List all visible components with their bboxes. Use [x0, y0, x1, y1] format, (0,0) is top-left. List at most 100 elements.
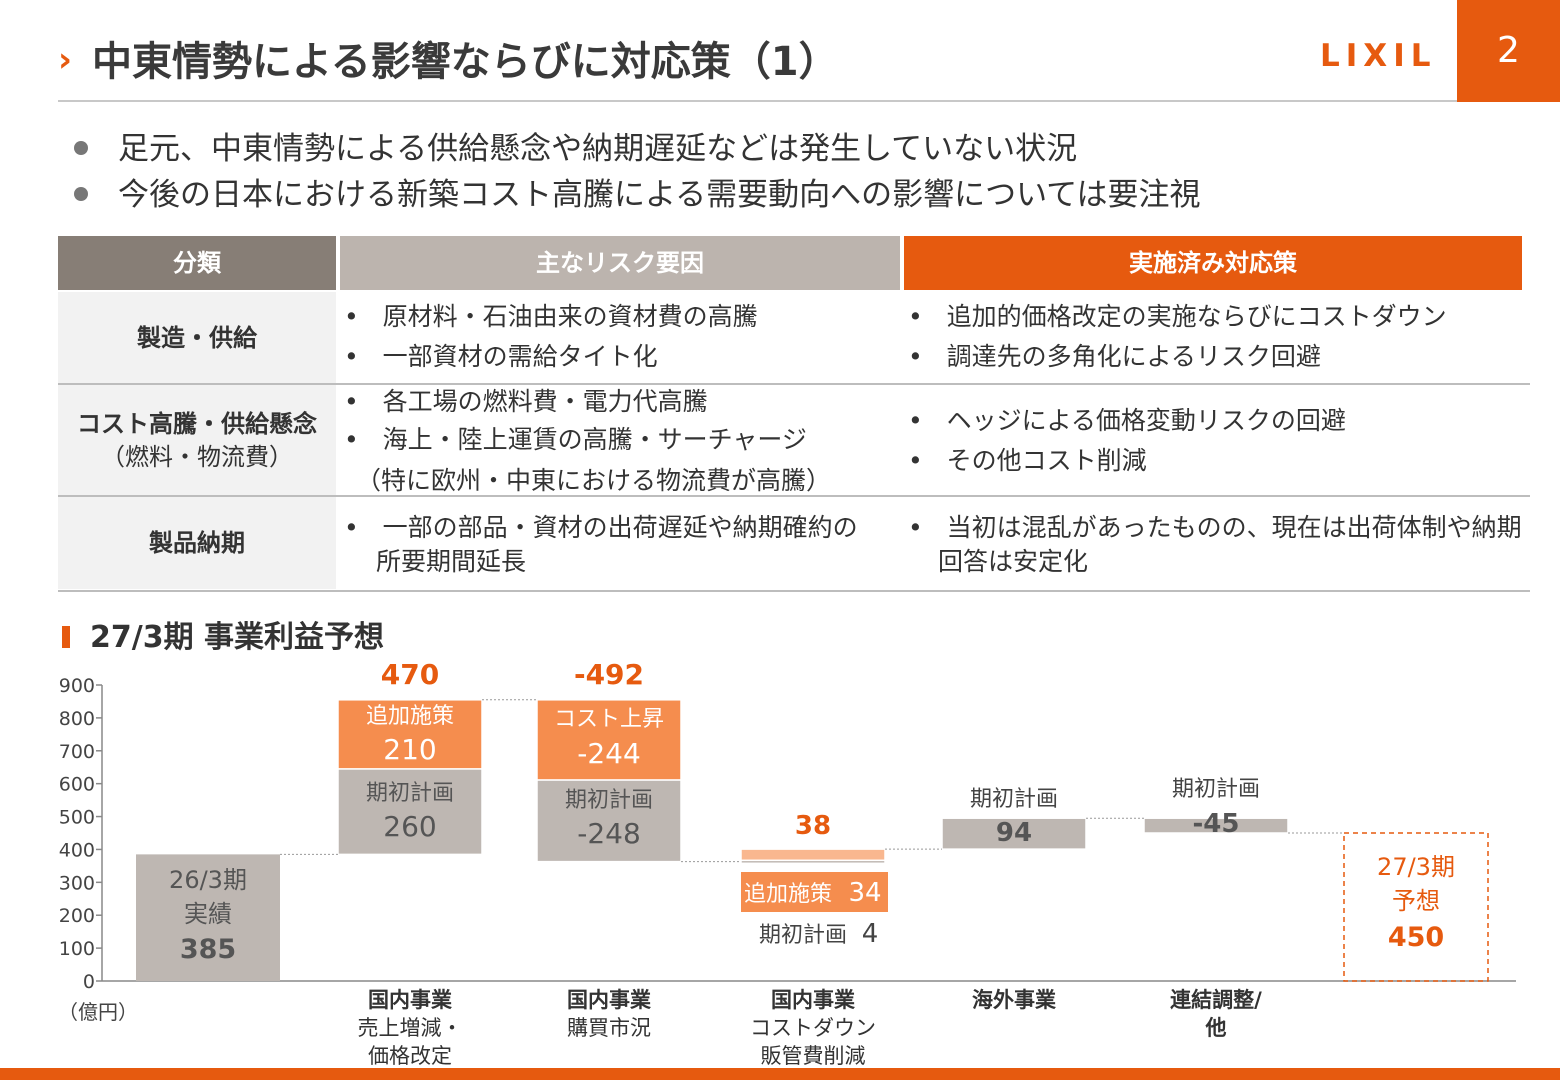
bar-start	[136, 854, 280, 981]
y-tick-label: 0	[83, 971, 95, 993]
bar-segment	[536, 699, 682, 781]
y-tick-label: 800	[59, 708, 95, 730]
x-category-sublabel: コストダウン	[750, 1016, 876, 1040]
company-logo: LIXIL	[1320, 38, 1437, 74]
bullet-dot-icon	[74, 140, 88, 155]
row-divider	[58, 383, 1530, 385]
row-divider	[58, 495, 1530, 497]
title-chevron-icon: ›	[58, 40, 73, 80]
risk-item: • 一部の部品・資材の出荷遅延や納期確約の	[344, 513, 858, 542]
y-tick-label: 200	[59, 905, 95, 927]
risk-text-cont: 所要期間延長	[376, 547, 527, 576]
section-marker	[62, 626, 70, 648]
measure-item: • ヘッジによる価格変動リスクの回避	[908, 406, 1346, 435]
measure-text: その他コスト削減	[946, 446, 1147, 475]
bar-segment	[337, 768, 483, 856]
risk-item: • 原材料・石油由来の資材費の高騰	[344, 302, 758, 331]
risk-text: 各工場の燃料費・電力代高騰	[382, 387, 708, 416]
table-row-category: コスト高騰・供給懸念 （燃料・物流費）	[58, 385, 336, 495]
table-row-category: 製品納期	[58, 497, 336, 589]
page-title: 中東情勢による影響ならびに対応策（1）	[92, 39, 839, 85]
bullet-dot-icon	[74, 186, 88, 201]
risk-text: 一部資材の需給タイト化	[382, 342, 658, 371]
measure-text-cont: 回答は安定化	[938, 547, 1089, 576]
y-tick-label: 300	[59, 872, 95, 894]
measure-text: 追加的価格改定の実施ならびにコストダウン	[946, 302, 1447, 331]
risk-text: 原材料・石油由来の資材費の高騰	[382, 302, 758, 331]
y-tick-label: 400	[59, 839, 95, 861]
segment-callout-box	[741, 872, 888, 912]
bar-total-label: 38	[795, 811, 831, 841]
y-tick-label: 700	[59, 741, 95, 763]
bar-start-label: 26/3期	[169, 866, 247, 894]
x-category-label: 国内事業	[567, 988, 652, 1012]
category-label: 製品納期	[149, 529, 245, 557]
bullet-text: 足元、中東情勢による供給懸念や納期遅延などは発生していない状況	[118, 131, 1078, 167]
y-tick-label: 900	[59, 675, 95, 697]
bullet-item: 今後の日本における新築コスト高騰による需要動向への影響については要注視	[74, 175, 1201, 215]
bar-end-label: 予想	[1392, 887, 1440, 915]
table-row-category: 製造・供給	[58, 292, 336, 383]
x-category-label: 国内事業	[368, 988, 453, 1012]
segment-value: 210	[383, 733, 436, 766]
risk-note: （特に欧州・中東における物流費が高騰）	[356, 466, 832, 495]
bar-segment	[337, 699, 483, 770]
measure-item: • 当初は混乱があったものの、現在は出荷体制や納期	[908, 513, 1522, 542]
measure-item: • 追加的価格改定の実施ならびにコストダウン	[908, 302, 1447, 331]
risk-text: 一部の部品・資材の出荷遅延や納期確約の	[382, 513, 858, 542]
y-tick-label: 100	[59, 938, 95, 960]
page-number-box	[1457, 0, 1560, 102]
segment-value: 260	[383, 810, 436, 843]
measure-text: 当初は混乱があったものの、現在は出荷体制や納期	[946, 513, 1522, 542]
segment-value: 4	[862, 919, 879, 949]
measure-text: ヘッジによる価格変動リスクの回避	[946, 406, 1346, 435]
segment-name: コスト上昇	[554, 707, 664, 732]
x-category-label: 他	[1205, 1016, 1227, 1040]
x-category-label: 連結調整/	[1170, 988, 1262, 1012]
bar-total-label: -45	[1193, 809, 1240, 839]
x-category-sublabel: 販管費削減	[761, 1044, 866, 1068]
x-category-label: 海外事業	[972, 988, 1057, 1012]
segment-name: 期初計画	[1172, 777, 1260, 802]
bar-end-label: 27/3期	[1377, 853, 1455, 881]
category-label: コスト高騰・供給懸念	[77, 410, 317, 438]
table-header-risks: 主なリスク要因	[340, 236, 900, 290]
x-category-sublabel: 購買市況	[567, 1016, 651, 1040]
bar-total-label: -492	[574, 658, 644, 691]
x-category-sublabel: 価格改定	[368, 1044, 452, 1068]
category-sublabel: （燃料・物流費）	[101, 443, 293, 471]
segment-value: -248	[577, 817, 641, 850]
bullet-item: 足元、中東情勢による供給懸念や納期遅延などは発生していない状況	[74, 129, 1077, 169]
bar-total-label: 94	[996, 818, 1032, 848]
measure-item: • その他コスト削減	[908, 446, 1147, 475]
y-tick-label: 600	[59, 774, 95, 796]
segment-value: -244	[577, 737, 641, 770]
section-title: 27/3期 事業利益予想	[90, 620, 385, 655]
bar-segment	[941, 817, 1087, 850]
segment-name: 期初計画	[759, 923, 847, 948]
y-tick-label: 500	[59, 807, 95, 829]
bar-segment	[1143, 817, 1289, 834]
segment-name: 期初計画	[366, 781, 454, 806]
title-divider	[58, 100, 1458, 102]
bullet-text: 今後の日本における新築コスト高騰による需要動向への影響については要注視	[118, 177, 1201, 213]
measure-text: 調達先の多角化によるリスク回避	[946, 342, 1321, 371]
bar-segment	[740, 848, 886, 862]
row-divider	[58, 590, 1530, 592]
table-header-measures: 実施済み対応策	[904, 236, 1522, 290]
bar-start-value: 385	[180, 934, 236, 965]
measure-item: • 調達先の多角化によるリスク回避	[908, 342, 1321, 371]
table-header-category: 分類	[58, 236, 336, 290]
segment-value: 34	[848, 878, 881, 908]
risk-item: • 一部資材の需給タイト化	[344, 342, 658, 371]
bar-segment	[536, 779, 682, 863]
x-category-sublabel: 売上増減・	[358, 1016, 463, 1040]
y-axis-unit: （億円）	[58, 1000, 138, 1024]
x-category-label: 国内事業	[771, 988, 856, 1012]
segment-name: 追加施策	[366, 704, 454, 729]
risk-text: 海上・陸上運賃の高騰・サーチャージ	[382, 425, 807, 454]
segment-name: 追加施策	[744, 882, 832, 907]
bar-total-label: 470	[381, 658, 439, 691]
risk-item: • 海上・陸上運賃の高騰・サーチャージ	[344, 425, 807, 454]
